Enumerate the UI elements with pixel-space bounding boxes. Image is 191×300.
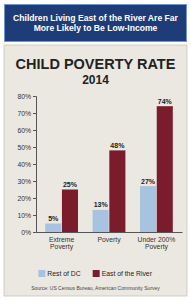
- bar: [62, 190, 78, 233]
- y-axis: 0% 10% 20% 30% 40% 50% 60% 70% 80%: [17, 93, 36, 236]
- tick-mark: [33, 181, 36, 182]
- tick-label: 20%: [17, 195, 31, 202]
- legend-item: Rest of DC: [38, 270, 80, 277]
- legend-swatch: [93, 270, 100, 277]
- tick: ExtremePoverty: [49, 232, 75, 251]
- tick: 20%: [17, 195, 36, 202]
- tick-mark: [33, 96, 36, 97]
- x-axis: ExtremePoverty Poverty Under 200%Poverty: [37, 232, 183, 251]
- tick: Poverty: [97, 232, 121, 244]
- tick-mark: [33, 164, 36, 165]
- tick: 60%: [17, 127, 36, 134]
- tick-label: 10%: [17, 212, 31, 219]
- tick-label: 30%: [17, 178, 31, 185]
- tick-mark: [33, 147, 36, 148]
- source: Source: US Census Bureau, American Commu…: [31, 285, 160, 291]
- bar: [93, 210, 109, 232]
- title: CHILD POVERTY RATE: [16, 56, 176, 72]
- tick: 70%: [17, 110, 36, 117]
- legend-swatch: [38, 270, 45, 277]
- bar: [109, 150, 125, 232]
- legend-label: East of the River: [102, 270, 153, 277]
- data-label: 74%: [158, 98, 173, 105]
- bar: [157, 106, 173, 232]
- bar: [140, 186, 156, 232]
- legend-item: East of the River: [93, 270, 153, 277]
- tick-label: ExtremePoverty: [49, 236, 75, 251]
- tick-label: 40%: [17, 161, 31, 168]
- tick-label: 0%: [21, 229, 31, 236]
- tick-label: 50%: [17, 144, 31, 151]
- tick-label: Under 200%Poverty: [138, 236, 176, 251]
- bars: [45, 106, 173, 232]
- tick-label: Poverty: [97, 236, 121, 244]
- tick-mark: [33, 232, 36, 233]
- data-label: 13%: [94, 201, 109, 208]
- subtitle: 2014: [82, 73, 109, 87]
- banner: Children Living East of the River Are Fa…: [4, 4, 187, 42]
- axis-line: [37, 232, 183, 233]
- panel: [4, 45, 187, 296]
- tick: 80%: [17, 93, 36, 100]
- tick: 0%: [21, 229, 36, 236]
- tick-mark: [33, 113, 36, 114]
- tick-label: 80%: [17, 93, 31, 100]
- tick-mark: [33, 198, 36, 199]
- tick-mark: [33, 215, 36, 216]
- tick-label: 60%: [17, 127, 31, 134]
- axis-line: [33, 97, 37, 233]
- legend: Rest of DC East of the River: [38, 270, 152, 277]
- tick: Under 200%Poverty: [138, 232, 176, 251]
- tick: 50%: [17, 144, 36, 151]
- tick: 10%: [17, 212, 36, 219]
- data-label: 27%: [141, 178, 156, 185]
- tick-mark: [33, 130, 36, 131]
- legend-label: Rest of DC: [47, 270, 80, 277]
- tick: 40%: [17, 161, 36, 168]
- data-label: 5%: [48, 215, 59, 222]
- bar: [45, 224, 61, 233]
- tick-label: 70%: [17, 110, 31, 117]
- chart: CHILD POVERTY RATE2014 0% 10% 20% 30% 40% 50% 6…: [0, 0, 191, 300]
- tick: 30%: [17, 178, 36, 185]
- data-labels: 5% 13% 27% 25% 48% 74%: [48, 98, 172, 222]
- data-label: 48%: [110, 142, 125, 149]
- data-label: 25%: [63, 181, 78, 188]
